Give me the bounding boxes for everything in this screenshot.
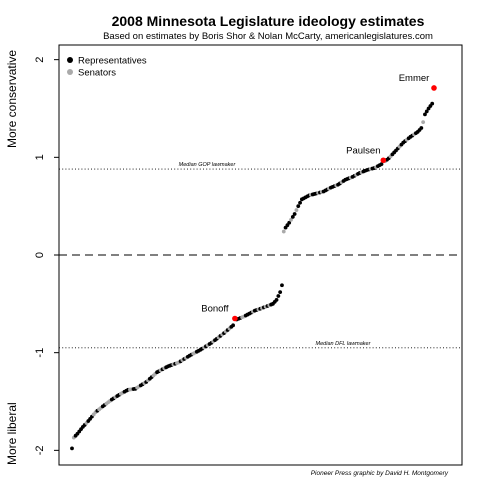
- senator-point: [294, 208, 299, 212]
- representative-point: [290, 215, 295, 219]
- representative-point: [231, 323, 235, 328]
- representative-point: [424, 109, 429, 114]
- highlight-label: Paulsen: [346, 145, 380, 156]
- highlight-label: Bonoff: [201, 303, 229, 314]
- highlight-point: [232, 315, 238, 322]
- y-axis: -2 -1 0 1 2: [34, 57, 59, 455]
- median-line-label: Median GOP lawmaker: [179, 162, 237, 168]
- y-tick-label: -2: [34, 445, 46, 455]
- data-points: [70, 101, 435, 451]
- representative-point: [298, 200, 302, 205]
- median-line-label: Median DFL lawmaker: [316, 341, 372, 347]
- representative-point: [274, 298, 279, 302]
- representative-point: [292, 212, 297, 216]
- legend-label-representatives: Representatives: [78, 56, 147, 67]
- chart-subtitle: Based on estimates by Boris Shor & Nolan…: [103, 31, 433, 42]
- legend-marker-representatives: [67, 57, 73, 63]
- representative-point: [276, 294, 281, 298]
- representative-point: [430, 101, 435, 106]
- chart-title: 2008 Minnesota Legislature ideology esti…: [112, 13, 425, 29]
- y-label-bottom: More liberal: [5, 402, 19, 465]
- highlight-point: [380, 157, 387, 164]
- representative-point: [419, 126, 424, 130]
- highlighted-lawmakers: Emmer Paulsen Bonoff: [201, 73, 437, 322]
- credit-line: Pioneer Press graphic by David H. Montgo…: [311, 470, 449, 477]
- representative-point: [278, 290, 283, 295]
- legend: Representatives Senators: [67, 56, 147, 79]
- y-label-top: More conservative: [5, 50, 19, 148]
- reference-lines: Median GOP lawmaker Median DFL lawmaker: [59, 162, 462, 349]
- representative-point: [287, 220, 292, 225]
- y-tick-label: 0: [34, 252, 46, 258]
- chart-titles: 2008 Minnesota Legislature ideology esti…: [103, 13, 433, 42]
- senator-point: [281, 229, 286, 234]
- senator-point: [421, 120, 426, 125]
- senator-point: [289, 217, 293, 222]
- legend-marker-senators: [67, 69, 73, 75]
- representative-point: [296, 204, 301, 209]
- y-tick-label: 1: [34, 154, 46, 160]
- y-tick-label: 2: [34, 57, 46, 63]
- representative-point: [379, 162, 384, 167]
- representative-point: [70, 446, 74, 451]
- legend-label-senators: Senators: [78, 68, 116, 79]
- y-tick-label: -1: [34, 348, 46, 358]
- highlight-point: [431, 85, 437, 91]
- representative-point: [423, 112, 427, 117]
- representative-point: [280, 283, 284, 288]
- highlight-label: Emmer: [399, 73, 430, 84]
